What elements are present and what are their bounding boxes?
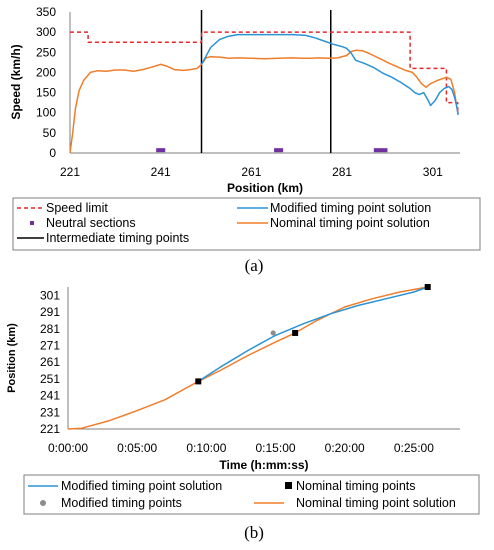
legend-swatch-neutral-sections	[30, 221, 34, 225]
legend-swatch-nominal-timing-points	[285, 482, 292, 489]
modified-timing-point	[270, 330, 276, 336]
legend-label-modified-solution-b: Modified timing point solution	[61, 479, 222, 493]
series-modified-timing-point-solution-a	[200, 33, 459, 115]
series-nominal-timing-point-solution-a	[69, 49, 459, 154]
y-tick-label: 271	[40, 338, 60, 352]
x-tick-label: 261	[241, 165, 261, 179]
x-axis-ticks-b: 0:00:00 0:05:00 0:10:00 0:15:00 0:20:00 0:25:…	[48, 441, 434, 455]
legend-label-nominal-solution-b: Nominal timing point solution	[296, 496, 456, 510]
x-tick-label: 301	[423, 165, 443, 179]
x-tick-label: 221	[60, 165, 80, 179]
y-tick-label: 261	[40, 355, 60, 369]
y-tick-label: 200	[36, 65, 56, 79]
neutral-section-marker	[373, 148, 388, 153]
nominal-timing-point	[424, 284, 431, 290]
legend-label-modified-timing-points: Modified timing points	[61, 496, 182, 510]
y-tick-label: 350	[36, 5, 56, 19]
y-tick-label: 50	[43, 126, 57, 140]
chart-b: 221 231 241 251 261 271 281 291 301 0:00:00 0:05:…	[6, 284, 480, 542]
x-tick-label: 0:25:00	[394, 441, 434, 455]
nominal-timing-point	[195, 378, 202, 385]
neutral-section-marker	[156, 148, 166, 153]
legend-box-b	[23, 474, 480, 515]
series-speed-limit-a	[70, 31, 459, 113]
plot-area-a	[69, 10, 459, 154]
legend-box-a	[12, 197, 481, 251]
legend-a: Speed limit Modified timing point soluti…	[12, 197, 481, 251]
x-tick-label: 0:05:00	[117, 441, 157, 455]
plot-area-b	[67, 284, 431, 430]
y-tick-label: 281	[40, 322, 60, 336]
x-tick-label: 0:20:00	[325, 441, 365, 455]
legend-label-speed-limit: Speed limit	[46, 201, 108, 215]
y-tick-label: 231	[40, 405, 60, 419]
neutral-section-marker	[274, 148, 284, 153]
x-tick-label: 281	[332, 165, 352, 179]
nominal-timing-point	[292, 329, 299, 336]
x-tick-label: 0:15:00	[256, 441, 296, 455]
x-tick-label: 0:00:00	[48, 441, 88, 455]
y-axis-ticks-b: 221 231 241 251 261 271 281 291 301	[40, 288, 60, 436]
x-tick-label: 241	[151, 165, 171, 179]
y-tick-label: 291	[40, 305, 60, 319]
legend-swatch-modified-timing-points	[40, 500, 46, 506]
x-axis-ticks-a: 221 241 261 281 301	[60, 165, 443, 179]
x-axis-title-a: Position (km)	[227, 181, 303, 195]
y-tick-label: 241	[40, 389, 60, 403]
legend-label-nominal-solution-a: Nominal timing point solution	[270, 216, 430, 230]
series-nominal-timing-point-solution-b	[67, 286, 428, 430]
y-tick-label: 250	[36, 45, 56, 59]
chart-a: 0 50 100 150 200 250 300 350 221 241 261 281 301 Sp…	[9, 5, 481, 275]
y-tick-label: 0	[49, 146, 56, 160]
y-tick-label: 221	[40, 422, 60, 436]
panel-label-a: (a)	[245, 256, 264, 275]
y-axis-ticks-a: 0 50 100 150 200 250 300 350	[36, 5, 56, 160]
y-tick-label: 150	[36, 86, 56, 100]
legend-label-intermediate-timing-points: Intermediate timing points	[46, 231, 189, 245]
panel-label-b: (b)	[244, 523, 264, 542]
legend-b: Modified timing point solution Nominal t…	[23, 474, 480, 515]
y-tick-label: 300	[36, 25, 56, 39]
legend-label-nominal-timing-points: Nominal timing points	[296, 479, 416, 493]
y-tick-label: 100	[36, 106, 56, 120]
y-tick-label: 251	[40, 372, 60, 386]
y-axis-title-a: Speed (km/h)	[9, 44, 23, 119]
x-axis-title-b: Time (h:mm:ss)	[219, 458, 308, 472]
legend-label-neutral-sections: Neutral sections	[46, 216, 136, 230]
y-tick-label: 301	[40, 288, 60, 302]
y-axis-title-b: Position (km)	[6, 323, 18, 393]
series-modified-timing-point-solution-b	[197, 286, 428, 383]
legend-label-modified-solution-a: Modified timing point solution	[270, 201, 431, 215]
x-tick-label: 0:10:00	[186, 441, 226, 455]
